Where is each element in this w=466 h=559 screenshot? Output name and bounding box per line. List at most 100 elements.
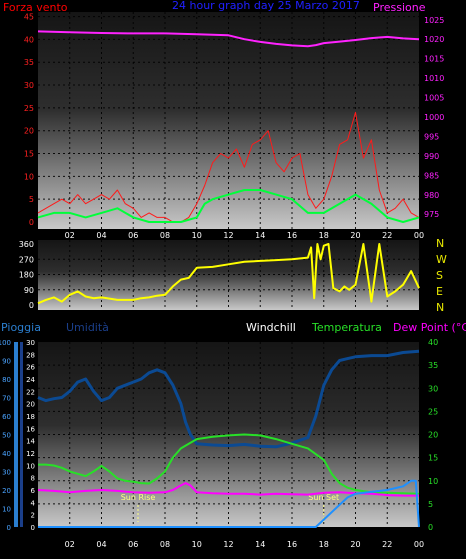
temperature-axis-ticks: 0 5 10 15 20 25 30 35 40 (428, 338, 438, 532)
wind-tick-label: 0 (29, 218, 34, 227)
x-tick-label: 00 (414, 231, 424, 240)
series-dewpoint-line (37, 482, 419, 497)
panel-wind-pressure-lines (37, 30, 420, 223)
x-tick-label: 02 (65, 231, 75, 240)
x-tick-label: 08 (160, 540, 170, 549)
pioggia-tick-label: 80 (2, 376, 11, 384)
umidita-tick-label: 30 (26, 339, 35, 347)
wind-tick-label: 30 (24, 81, 34, 90)
pioggia-tick-label: 50 (2, 432, 11, 440)
umidita-tick-label: 4 (31, 499, 36, 507)
temperature-tick-label: 25 (428, 407, 438, 416)
x-tick-label: 22 (382, 231, 392, 240)
temperature-tick-label: 30 (428, 384, 438, 393)
umidita-tick-label: 14 (26, 438, 35, 446)
umidita-tick-label: 22 (26, 388, 35, 396)
umidita-axis-title: Umidità (66, 321, 109, 334)
umidita-tick-label: 24 (26, 376, 35, 384)
pioggia-axis-title: Pioggia (1, 321, 41, 334)
compass-label: E (436, 285, 443, 298)
pressure-tick-label: 975 (424, 210, 439, 219)
pressure-tick-label: 1010 (424, 74, 444, 83)
temperature-tick-label: 15 (428, 454, 438, 463)
x-tick-label: 12 (223, 231, 233, 240)
x-tick-label: 18 (319, 231, 329, 240)
x-tick-label: 04 (96, 231, 106, 240)
sunset-label: Sun Set (308, 493, 339, 502)
x-tick-label: 16 (287, 540, 297, 549)
x-tick-label: 06 (128, 540, 138, 549)
pressure-axis-title: Pressione (373, 1, 426, 14)
pioggia-tick-label: 20 (2, 487, 11, 495)
panel-wind-pressure-x-ticks: 02 04 06 08 10 12 14 16 18 20 22 00 (65, 231, 424, 240)
umidita-tick-label: 6 (31, 487, 36, 495)
umidita-tick-label: 16 (26, 425, 35, 433)
pioggia-tick-label: 90 (2, 358, 11, 366)
umidita-tick-label: 20 (26, 401, 35, 409)
sunrise-label: Sun Rise (121, 493, 156, 502)
compass-label: S (436, 269, 443, 282)
x-tick-label: 14 (255, 231, 265, 240)
pioggia-axis-bar (14, 342, 18, 527)
direction-tick-label: 0 (29, 301, 34, 310)
umidita-tick-label: 12 (26, 450, 35, 458)
pioggia-axis-ticks: 0 10 20 30 40 50 60 70 80 90 100 (0, 339, 18, 532)
pioggia-tick-label: 70 (2, 395, 11, 403)
pioggia-tick-label: 60 (2, 413, 11, 421)
umidita-axis-bar (20, 342, 23, 527)
series-pressure-line (37, 30, 420, 48)
compass-label: N (436, 237, 444, 250)
x-tick-label: 22 (382, 540, 392, 549)
x-tick-label: 12 (223, 540, 233, 549)
series-umidita-line (37, 349, 420, 449)
panel-weather-x-ticks: 02 04 06 08 10 12 14 16 18 20 22 00 (65, 540, 424, 549)
temperature-tick-label: 0 (428, 523, 433, 532)
panel-wind-pressure-grid (38, 12, 419, 229)
series-pioggia-line (38, 479, 420, 528)
windchill-axis-title: Windchill (246, 321, 296, 334)
direction-axis-ticks: 0 90 180 270 360 (19, 240, 34, 310)
pressure-tick-label: 1020 (424, 35, 444, 44)
temperatura-axis-title: Temperatura (311, 321, 382, 334)
umidita-tick-label: 0 (31, 524, 35, 532)
wind-axis-ticks: 0 5 10 15 20 25 30 35 40 45 (24, 13, 34, 227)
pressure-tick-label: 995 (424, 132, 439, 141)
pioggia-tick-label: 0 (7, 524, 11, 532)
umidita-tick-label: 8 (31, 475, 35, 483)
pressure-tick-label: 1005 (424, 94, 444, 103)
temperature-tick-label: 10 (428, 477, 438, 486)
temperature-tick-label: 35 (428, 361, 438, 370)
direction-tick-label: 360 (19, 240, 34, 249)
pioggia-tick-label: 100 (0, 339, 11, 347)
x-tick-label: 02 (65, 540, 75, 549)
umidita-tick-label: 28 (26, 351, 35, 359)
direction-tick-label: 180 (19, 271, 34, 280)
wind-tick-label: 40 (24, 35, 34, 44)
x-tick-label: 10 (192, 540, 202, 549)
series-wind-line (37, 111, 420, 223)
wind-tick-label: 15 (24, 150, 34, 159)
pioggia-tick-label: 10 (2, 506, 11, 514)
pressure-axis-ticks: 975 980 985 990 995 1000 1005 1010 1015 1020 1025 (424, 16, 444, 219)
wind-tick-label: 20 (24, 127, 34, 136)
temperature-tick-label: 40 (428, 338, 438, 347)
umidita-tick-label: 26 (26, 364, 35, 372)
wind-tick-label: 5 (29, 195, 34, 204)
sun-annotations: Sun Rise Sun Set (121, 493, 339, 522)
series-gust-line (37, 189, 420, 223)
umidita-tick-label: 10 (26, 462, 35, 470)
temperature-tick-label: 20 (428, 431, 438, 440)
wind-tick-label: 35 (24, 58, 34, 67)
x-tick-label: 08 (160, 231, 170, 240)
panel-direction-lines (37, 243, 420, 305)
compass-label: N (436, 301, 444, 314)
panel-weather-lines (37, 349, 420, 528)
x-tick-label: 06 (128, 231, 138, 240)
wind-tick-label: 10 (24, 172, 34, 181)
chart-title: 24 hour graph day 25 Marzo 2017 (172, 0, 360, 12)
pressure-tick-label: 985 (424, 171, 439, 180)
